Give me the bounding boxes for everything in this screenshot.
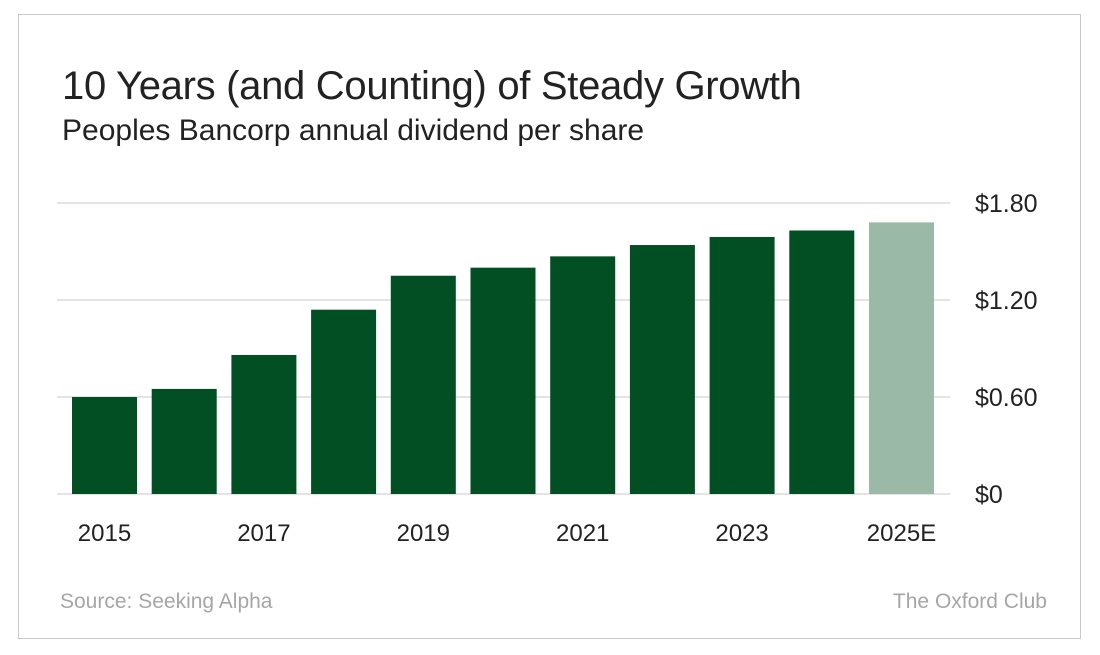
bar-2025E: [869, 222, 934, 494]
bar-2016: [151, 388, 217, 494]
bar-2020: [470, 267, 536, 494]
chart-title: 10 Years (and Counting) of Steady Growth: [62, 64, 802, 108]
y-tick-label: $0: [975, 481, 1003, 509]
x-tick-label: 2019: [397, 520, 450, 547]
x-tick-label: 2017: [237, 520, 290, 547]
x-tick-label: 2025E: [867, 520, 936, 547]
x-tick-label: 2021: [556, 520, 609, 547]
bar-2018: [311, 309, 377, 494]
y-tick-label: $0.60: [975, 384, 1038, 412]
bar-2022: [629, 245, 695, 494]
source-note: Source: Seeking Alpha: [60, 590, 273, 613]
bar-2019: [390, 275, 456, 494]
credit-note: The Oxford Club: [892, 590, 1047, 613]
bar-2024: [789, 230, 855, 494]
chart-frame: [18, 14, 1081, 639]
bar-2015: [72, 397, 137, 494]
x-tick-label: 2015: [78, 520, 131, 547]
chart-subtitle: Peoples Bancorp annual dividend per shar…: [62, 114, 645, 147]
y-tick-label: $1.80: [975, 190, 1038, 218]
y-tick-label: $1.20: [975, 287, 1038, 315]
bar-2021: [550, 256, 616, 494]
bar-2023: [709, 236, 775, 494]
x-tick-label: 2023: [715, 520, 768, 547]
bar-2017: [231, 354, 297, 494]
